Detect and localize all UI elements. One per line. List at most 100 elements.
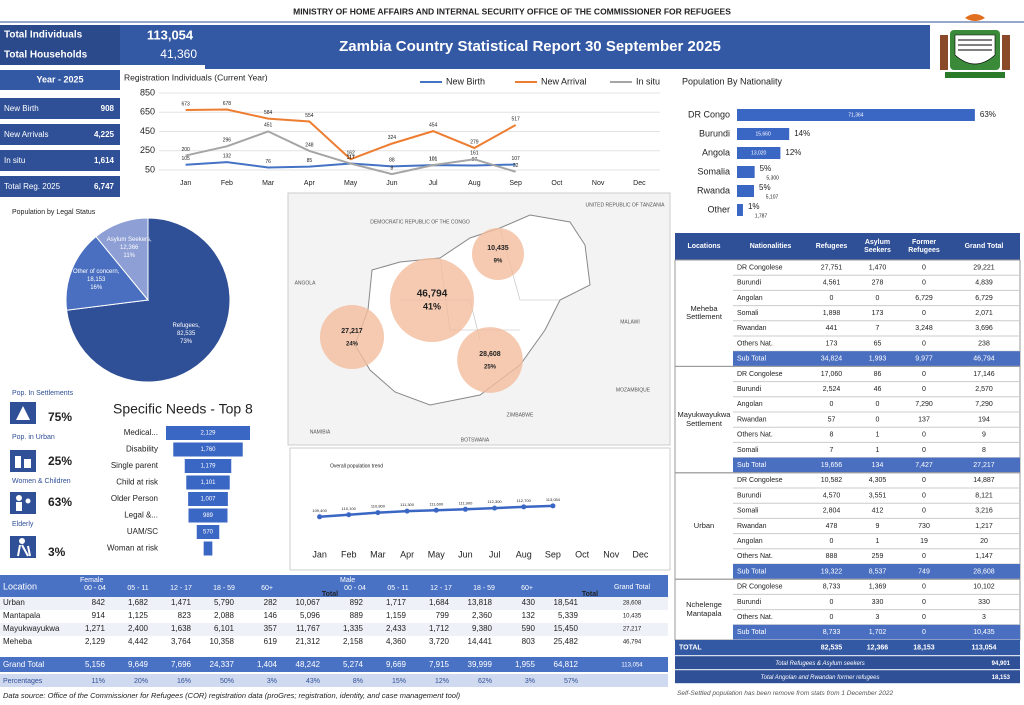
value-label: 1,760 bbox=[200, 447, 216, 453]
table-cell: DR Congolese bbox=[737, 584, 783, 591]
table-cell: 2,433 bbox=[386, 624, 407, 633]
table-cell: 1 bbox=[876, 432, 880, 439]
indicator-label: Elderly bbox=[12, 521, 34, 528]
chart-frame bbox=[289, 447, 671, 571]
table-cell: 15,450 bbox=[554, 624, 579, 633]
table-cell: 20% bbox=[134, 678, 148, 685]
indicator-value: 75% bbox=[48, 410, 72, 424]
table-cell: 1,898 bbox=[823, 310, 841, 317]
table-cell: 8,733 bbox=[823, 584, 841, 591]
x-tick-label: Jan bbox=[312, 549, 327, 559]
table-cell: 0 bbox=[830, 599, 834, 606]
table-cell: Rwandan bbox=[737, 325, 767, 332]
grand-total-row bbox=[0, 657, 668, 672]
table-cell: 0 bbox=[922, 264, 926, 271]
sub-header: 60+ bbox=[521, 585, 533, 592]
table-cell: 0 bbox=[922, 599, 926, 606]
total-row bbox=[675, 640, 1020, 656]
bar bbox=[737, 185, 755, 197]
table-cell: 113,054 bbox=[972, 644, 997, 651]
x-tick-label: Mar bbox=[370, 549, 386, 559]
table-cell: 86 bbox=[874, 371, 882, 378]
data-label: 454 bbox=[429, 122, 438, 128]
data-label: 107 bbox=[511, 156, 520, 162]
data-label: 132 bbox=[223, 153, 232, 159]
subtotal-row bbox=[733, 564, 1020, 580]
table-cell: 3% bbox=[525, 678, 535, 685]
table-cell: 8,537 bbox=[869, 568, 887, 575]
share-label: 63% bbox=[980, 110, 996, 119]
country-label: MALAWI bbox=[620, 319, 640, 325]
table-cell: 6,729 bbox=[975, 295, 993, 302]
category-label: Angola bbox=[702, 147, 730, 157]
country-label: ZIMBABWE bbox=[507, 412, 534, 418]
percent-row bbox=[0, 674, 668, 687]
funnel-bar bbox=[184, 459, 232, 473]
table-cell: Total Angolan and Rwandan former refugee… bbox=[761, 675, 880, 681]
subtotal-row bbox=[733, 351, 1020, 367]
table-cell: 2,088 bbox=[214, 611, 235, 620]
table-cell: 20 bbox=[980, 538, 988, 545]
value-label: 1,007 bbox=[200, 497, 216, 503]
share-label: 12% bbox=[785, 148, 801, 157]
table-cell: 889 bbox=[350, 611, 364, 620]
data-label: 101 bbox=[429, 156, 438, 162]
table-cell: 9,669 bbox=[386, 660, 407, 669]
table-cell: 94,901 bbox=[992, 661, 1011, 667]
table-cell: 1,404 bbox=[257, 660, 278, 669]
data-label: 248 bbox=[305, 142, 314, 148]
slice-value: 82,535 bbox=[177, 331, 196, 337]
x-tick-label: Jan bbox=[180, 180, 191, 187]
header-cell-box: Locations bbox=[687, 243, 720, 250]
year-label: Year - 2025 bbox=[36, 74, 83, 84]
country-label: UNITED REPUBLIC OF TANZANIA bbox=[586, 202, 666, 208]
table-cell: 28,608 bbox=[973, 568, 995, 575]
table-cell: 46,794 bbox=[973, 356, 995, 363]
table-cell: 238 bbox=[978, 340, 990, 347]
table-cell: 1,993 bbox=[869, 356, 887, 363]
table-cell: 10,102 bbox=[973, 584, 995, 591]
table-cell: 57 bbox=[828, 416, 836, 423]
table-cell: 5,096 bbox=[300, 611, 321, 620]
header-cell: Grand Total bbox=[964, 242, 1004, 250]
table-cell: 4,305 bbox=[869, 477, 887, 484]
table-cell: Mantapala bbox=[3, 611, 41, 620]
indicator-label: Women & Children bbox=[12, 478, 71, 485]
summary-row-label: New Arrivals bbox=[4, 130, 48, 139]
chart-title: Registration Individuals (Current Year) bbox=[124, 72, 268, 82]
table-cell: 11,767 bbox=[296, 624, 320, 633]
header-cell-box: Asylum Seekers bbox=[864, 239, 891, 254]
table-cell: 14,441 bbox=[468, 637, 493, 646]
sub-header: 18 - 59 bbox=[473, 585, 495, 592]
table-cell: 0 bbox=[922, 432, 926, 439]
table-cell: 7,290 bbox=[975, 401, 993, 408]
table-cell: 9,649 bbox=[128, 660, 149, 669]
data-label: 117 bbox=[347, 155, 355, 161]
data-label: 279 bbox=[470, 139, 479, 145]
header-cell-box: Refugees bbox=[816, 243, 848, 250]
table-cell: 4,570 bbox=[823, 492, 841, 499]
x-tick-label: Nov bbox=[592, 180, 605, 187]
bubble-value: 27,217 bbox=[341, 328, 363, 335]
value-label: 15,660 bbox=[755, 131, 771, 137]
point bbox=[404, 508, 410, 514]
table-cell: 430 bbox=[522, 598, 536, 607]
slice-share: 73% bbox=[180, 339, 193, 345]
table-cell: Meheba bbox=[3, 637, 32, 646]
table-cell: 259 bbox=[872, 553, 884, 560]
table-cell: 5,274 bbox=[343, 660, 364, 669]
share-label: 5% bbox=[759, 183, 771, 192]
population-bubble bbox=[457, 327, 523, 393]
table-cell: 7,915 bbox=[429, 660, 450, 669]
bubble-value: 10,435 bbox=[487, 245, 509, 252]
x-tick-label: Mar bbox=[262, 180, 275, 187]
value-label: 1,101 bbox=[200, 480, 216, 486]
subtotal-row bbox=[733, 624, 1020, 640]
bubble-share: 41% bbox=[423, 301, 441, 311]
point bbox=[433, 507, 439, 513]
table-cell: 9,380 bbox=[472, 624, 493, 633]
table-cell: 3,696 bbox=[975, 325, 993, 332]
totals-box bbox=[120, 25, 205, 65]
table-cell: 10,435 bbox=[623, 614, 642, 620]
series-line bbox=[185, 108, 517, 161]
